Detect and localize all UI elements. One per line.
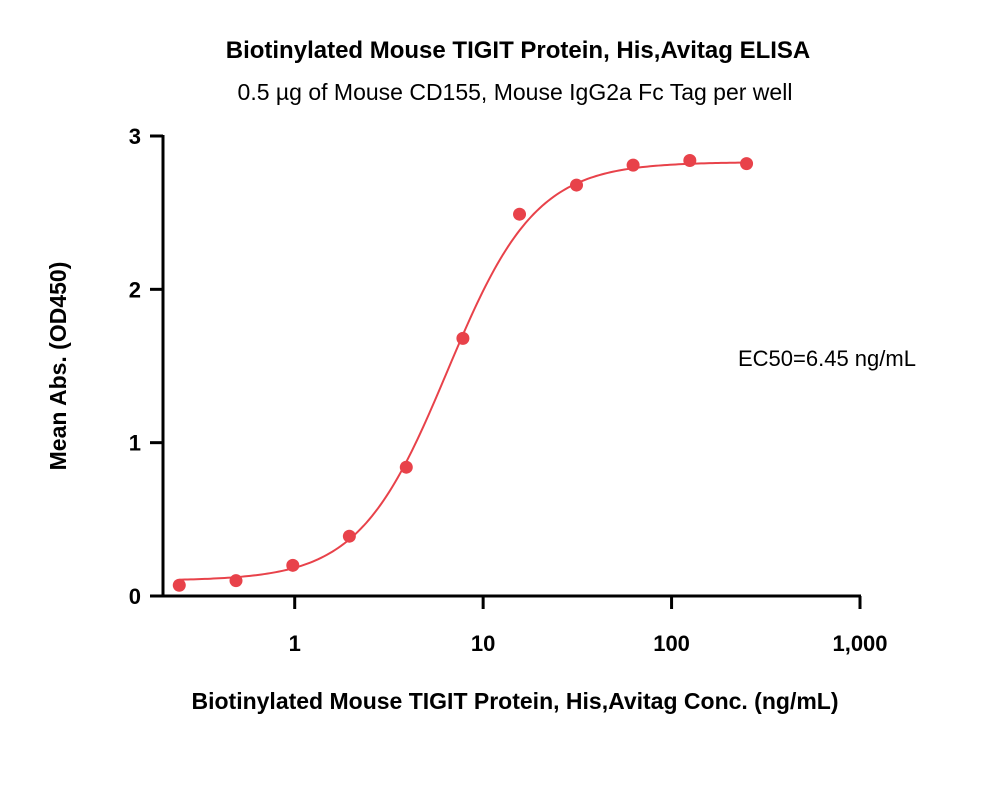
data-point: [286, 558, 300, 572]
y-tick-label: 0: [129, 584, 141, 609]
data-point: [570, 178, 584, 192]
data-point: [683, 154, 697, 168]
x-axis-label: Biotinylated Mouse TIGIT Protein, His,Av…: [191, 688, 838, 714]
data-point: [342, 529, 356, 543]
data-points: [172, 154, 754, 592]
chart-subtitle: 0.5 µg of Mouse CD155, Mouse IgG2a Fc Ta…: [238, 79, 793, 105]
x-tick-label: 1,000: [832, 631, 887, 656]
fit-curve: [179, 161, 747, 581]
data-point: [513, 207, 527, 221]
data-point: [229, 574, 243, 588]
fit-curve-group: [179, 161, 747, 581]
y-axis-label: Mean Abs. (OD450): [45, 262, 71, 471]
ec50-annotation: EC50=6.45 ng/mL: [738, 346, 916, 371]
x-tick-label: 1: [289, 631, 301, 656]
data-point: [626, 158, 640, 172]
y-tick-label: 1: [129, 431, 141, 456]
data-point: [456, 331, 470, 345]
axes: 0 1 2 3 1 10 100 1,000: [129, 124, 888, 656]
y-tick-label: 2: [129, 277, 141, 302]
chart-title: Biotinylated Mouse TIGIT Protein, His,Av…: [226, 37, 811, 64]
x-tick-label: 10: [471, 631, 495, 656]
data-point: [740, 157, 754, 171]
data-point: [399, 460, 413, 474]
x-tick-label: 100: [653, 631, 690, 656]
y-tick-label: 3: [129, 124, 141, 149]
data-point: [172, 578, 186, 592]
